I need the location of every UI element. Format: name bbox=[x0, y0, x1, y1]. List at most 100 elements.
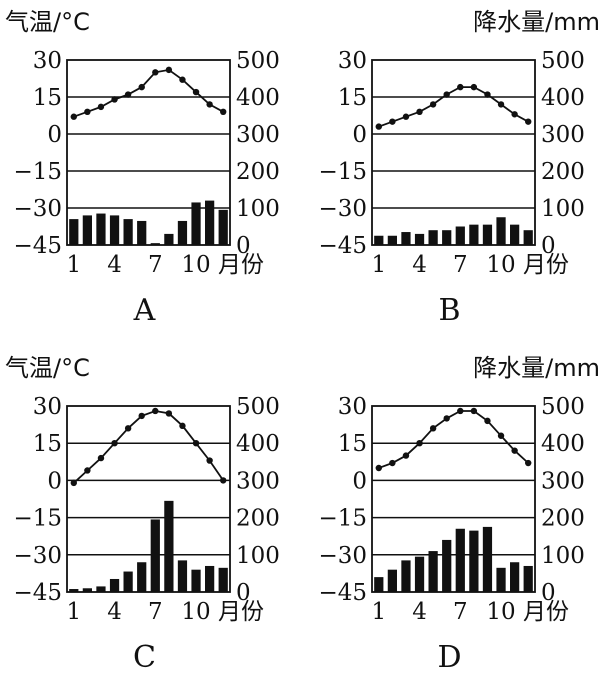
month-tick-label: 7 bbox=[453, 252, 468, 278]
precip-bar bbox=[401, 560, 411, 592]
temperature-point bbox=[111, 96, 118, 103]
temperature-point bbox=[84, 467, 91, 474]
precip-tick-label: 400 bbox=[541, 85, 585, 111]
temperature-point bbox=[416, 108, 423, 116]
temperature-point bbox=[97, 454, 105, 462]
precip-bar bbox=[414, 556, 425, 592]
precip-tick-label: 100 bbox=[236, 543, 280, 569]
month-tick-label: 1 bbox=[66, 252, 81, 278]
precip-tick-label: 300 bbox=[541, 122, 585, 148]
temperature-point bbox=[152, 69, 159, 76]
temp-tick-label: −15 bbox=[318, 159, 367, 185]
month-tick-label: 10 bbox=[181, 599, 210, 625]
month-tick-label: 7 bbox=[148, 599, 163, 625]
precip-tick-label: 200 bbox=[236, 506, 280, 532]
precip-bar bbox=[82, 215, 92, 245]
precip-bar bbox=[150, 243, 160, 245]
month-tick-label: 10 bbox=[486, 252, 515, 278]
temperature-point bbox=[206, 457, 213, 464]
precip-bar bbox=[510, 224, 520, 245]
temp-tick-label: 30 bbox=[33, 48, 62, 74]
panel-label: B bbox=[438, 293, 460, 328]
precip-tick-label: 200 bbox=[236, 159, 280, 185]
temperature-point bbox=[70, 113, 77, 120]
month-unit-label: 月份 bbox=[523, 599, 569, 625]
temperature-point bbox=[470, 83, 478, 91]
temperature-point bbox=[443, 415, 450, 422]
precip-tick-label: 300 bbox=[236, 468, 280, 494]
temperature-point bbox=[220, 108, 227, 116]
temp-tick-label: −45 bbox=[13, 233, 62, 259]
temperature-point bbox=[165, 410, 173, 417]
precip-tick-label: 200 bbox=[541, 506, 585, 532]
plot-frame bbox=[66, 59, 231, 246]
precip-tick-label: 500 bbox=[541, 48, 585, 74]
temperature-point bbox=[84, 108, 91, 116]
precip-bar bbox=[109, 215, 120, 245]
precip-bar bbox=[469, 224, 479, 245]
temperature-point bbox=[97, 103, 105, 111]
temperature-point bbox=[192, 88, 200, 96]
temperature-point bbox=[429, 101, 437, 108]
precip-bar bbox=[482, 526, 493, 592]
precip-tick-label: 400 bbox=[236, 431, 280, 457]
temp-tick-label: 0 bbox=[47, 468, 62, 494]
temp-tick-label: −30 bbox=[13, 196, 62, 222]
temp-tick-label: −15 bbox=[318, 506, 367, 532]
temperature-point bbox=[389, 459, 396, 467]
precip-bar bbox=[469, 530, 479, 592]
temp-tick-label: −15 bbox=[13, 506, 62, 532]
precip-bar bbox=[123, 219, 133, 245]
precip-tick-label: 400 bbox=[236, 85, 280, 111]
precip-bar bbox=[137, 562, 147, 592]
precip-tick-label: 300 bbox=[236, 122, 280, 148]
precip-tick-label: 100 bbox=[541, 543, 585, 569]
temp-tick-label: 15 bbox=[33, 431, 62, 457]
precip-bar bbox=[510, 562, 520, 592]
precip-bar bbox=[164, 500, 174, 592]
precip-bar bbox=[374, 235, 384, 245]
month-tick-label: 4 bbox=[107, 599, 122, 625]
temperature-point bbox=[124, 91, 132, 98]
precip-bar bbox=[496, 567, 506, 592]
month-tick-label: 4 bbox=[412, 599, 427, 625]
precip-bar bbox=[482, 224, 493, 245]
precip-bar bbox=[455, 528, 465, 592]
month-tick-label: 1 bbox=[371, 599, 386, 625]
precip-bar bbox=[150, 519, 160, 592]
plot-frame bbox=[371, 405, 536, 593]
temp-tick-label: 0 bbox=[352, 122, 367, 148]
precip-bar bbox=[109, 578, 120, 592]
temperature-point bbox=[165, 66, 173, 74]
precip-tick-label: 100 bbox=[541, 196, 585, 222]
month-tick-label: 10 bbox=[486, 599, 515, 625]
precip-bar bbox=[205, 565, 215, 592]
panel-label: A bbox=[133, 293, 156, 328]
month-tick-label: 10 bbox=[181, 252, 210, 278]
temperature-point bbox=[416, 440, 423, 447]
precip-bar bbox=[218, 567, 228, 592]
precip-bar bbox=[123, 571, 133, 592]
precip-bar bbox=[428, 230, 438, 245]
temp-tick-label: 0 bbox=[47, 122, 62, 148]
precip-tick-label: 0 bbox=[541, 233, 556, 259]
month-tick-label: 7 bbox=[453, 599, 468, 625]
temperature-point bbox=[457, 83, 464, 91]
temperature-point bbox=[457, 407, 464, 415]
temperature-point bbox=[511, 111, 518, 118]
temperature-point bbox=[497, 101, 505, 108]
precip-tick-label: 300 bbox=[541, 468, 585, 494]
precip-bar bbox=[218, 209, 228, 245]
temp-axis-title: 气温/°C bbox=[5, 354, 90, 382]
temp-axis-title: 气温/°C bbox=[5, 8, 90, 36]
precip-bar bbox=[401, 232, 411, 245]
chart-D: 降水量/mm 30 500 15 400 0 300 −15 200 −30 100 −45 0 1 4 7 1… bbox=[318, 354, 600, 673]
temperature-point bbox=[206, 101, 213, 108]
precip-bar bbox=[137, 220, 147, 245]
precip-bar bbox=[523, 230, 533, 245]
temp-tick-label: 0 bbox=[352, 468, 367, 494]
precip-tick-label: 200 bbox=[541, 159, 585, 185]
precip-bar bbox=[82, 588, 92, 592]
precip-bar bbox=[96, 586, 106, 592]
temperature-point bbox=[389, 118, 396, 125]
